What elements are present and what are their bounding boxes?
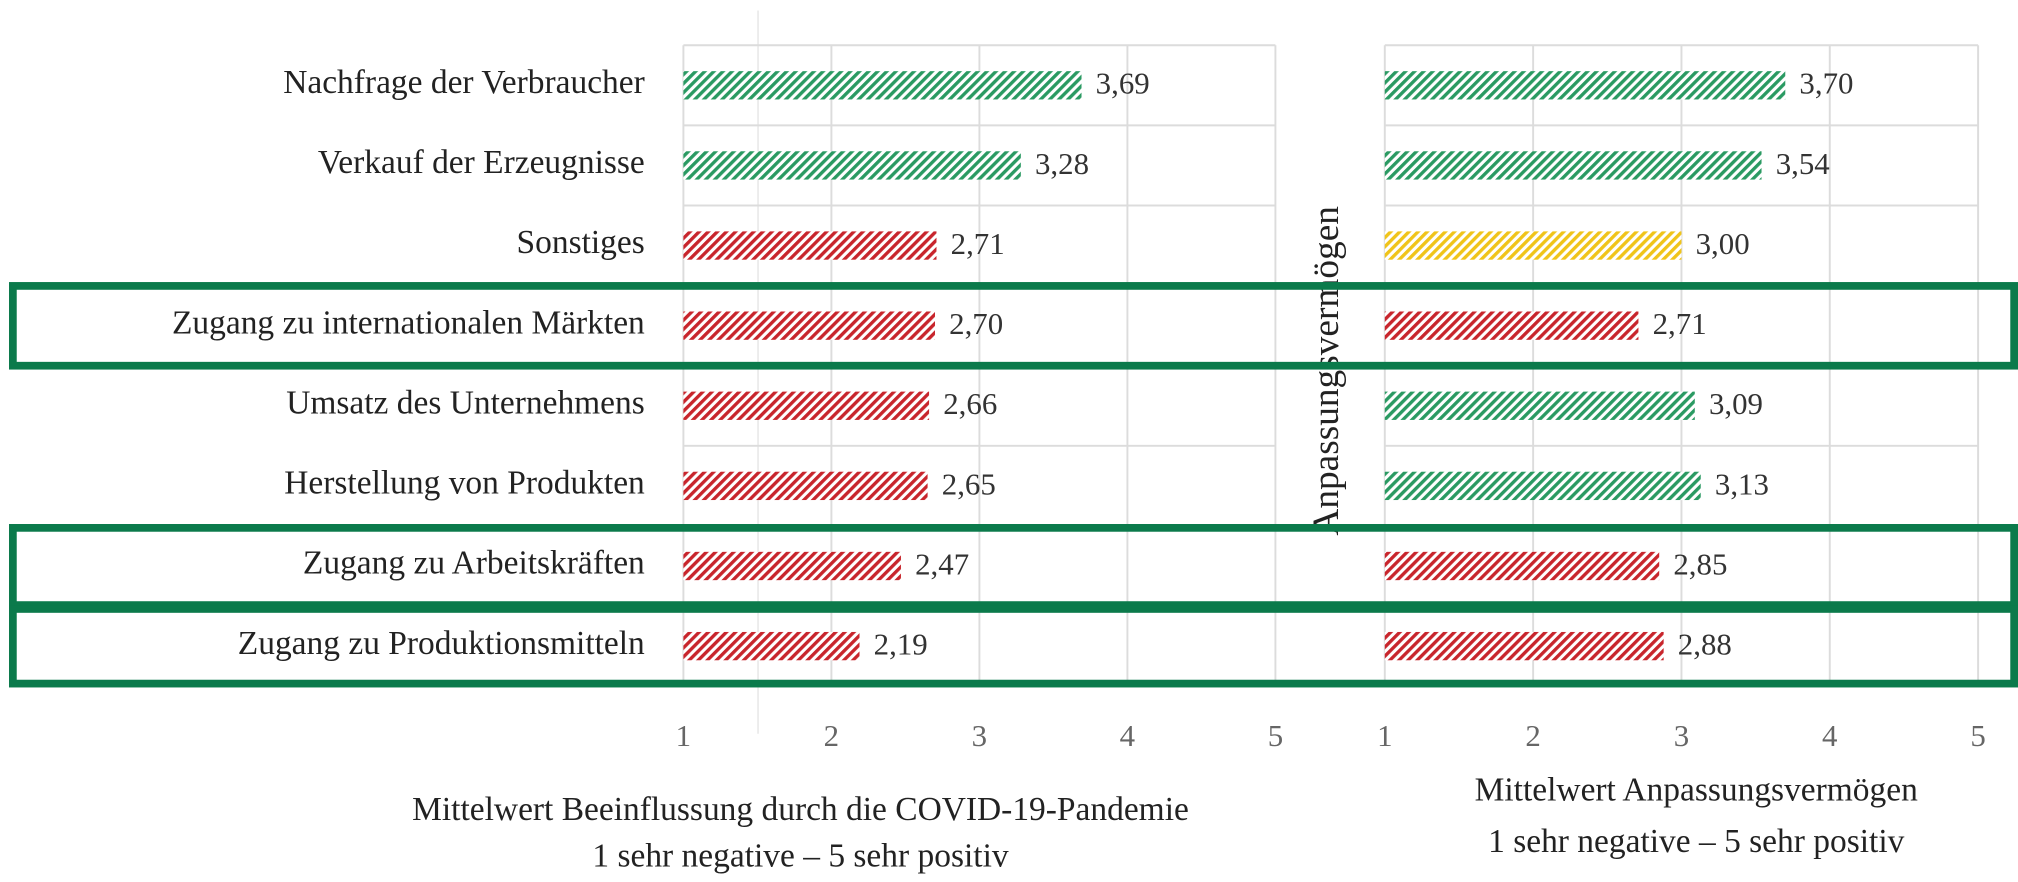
value-label: 3,70 bbox=[1799, 66, 1853, 101]
bar bbox=[1384, 471, 1701, 501]
category-label: Herstellung von Produkten bbox=[284, 465, 645, 502]
value-label: 3,09 bbox=[1709, 386, 1763, 421]
category-label: Verkauf der Erzeugnisse bbox=[318, 144, 645, 181]
value-label: 2,71 bbox=[1653, 306, 1707, 341]
bar bbox=[1384, 631, 1664, 661]
highlight-box bbox=[9, 282, 2018, 370]
x-tick-label: 5 bbox=[1268, 718, 1283, 753]
bar bbox=[683, 471, 928, 501]
value-label: 2,88 bbox=[1678, 626, 1732, 661]
bar bbox=[683, 151, 1021, 180]
bar bbox=[683, 231, 937, 260]
bar bbox=[683, 311, 935, 340]
y-axis-label: Anpassungsvermögen bbox=[1306, 206, 1347, 536]
x-tick-label: 4 bbox=[1822, 718, 1837, 753]
category-label: Nachfrage der Verbraucher bbox=[283, 64, 645, 101]
value-label: 2,85 bbox=[1673, 546, 1727, 581]
category-label: Umsatz des Unternehmens bbox=[286, 384, 645, 421]
x-tick-label: 3 bbox=[972, 718, 987, 753]
value-label: 2,65 bbox=[942, 466, 996, 501]
bar bbox=[1384, 391, 1695, 420]
bar bbox=[1384, 551, 1660, 581]
bar bbox=[1384, 151, 1762, 180]
bar bbox=[1384, 311, 1639, 340]
x-axis-label: Mittelwert Anpassungsvermögen bbox=[1475, 772, 1918, 809]
bar bbox=[1384, 231, 1682, 260]
bar bbox=[1384, 71, 1786, 100]
value-label: 3,13 bbox=[1715, 466, 1769, 501]
x-tick-label: 1 bbox=[676, 718, 691, 753]
x-tick-label: 2 bbox=[1525, 718, 1540, 753]
x-tick-label: 1 bbox=[1377, 718, 1392, 753]
value-label: 3,28 bbox=[1035, 146, 1089, 181]
bar bbox=[683, 391, 930, 420]
category-label: Zugang zu Arbeitskräften bbox=[303, 545, 645, 582]
x-tick-label: 2 bbox=[824, 718, 839, 753]
x-tick-label: 4 bbox=[1120, 718, 1135, 753]
x-tick-label: 3 bbox=[1674, 718, 1689, 753]
highlight-box bbox=[9, 605, 2018, 688]
value-label: 2,66 bbox=[943, 386, 997, 421]
plots: 1 2 3 4 5 Nachfrage der Verbraucher 3,69 Verkau… bbox=[172, 44, 1986, 874]
bar bbox=[683, 631, 860, 661]
value-label: 2,19 bbox=[874, 626, 928, 661]
value-label: 2,71 bbox=[951, 226, 1005, 261]
value-label: 2,47 bbox=[915, 546, 969, 581]
x-tick-label: 5 bbox=[1970, 718, 1985, 753]
value-label: 2,70 bbox=[949, 306, 1003, 341]
category-label: Zugang zu Produktionsmitteln bbox=[238, 625, 645, 662]
value-label: 3,00 bbox=[1696, 226, 1750, 261]
x-axis-label: 1 sehr negative – 5 sehr positiv bbox=[1488, 823, 1904, 860]
bar bbox=[683, 71, 1082, 100]
category-label: Zugang zu internationalen Märkten bbox=[172, 304, 645, 341]
category-label: Sonstiges bbox=[517, 224, 645, 261]
value-label: 3,54 bbox=[1776, 146, 1830, 181]
value-label: 3,69 bbox=[1096, 66, 1150, 101]
x-axis-label: 1 sehr negative – 5 sehr positiv bbox=[592, 837, 1008, 874]
x-axis-label: Mittelwert Beeinflussung durch die COVID… bbox=[412, 791, 1189, 828]
bar bbox=[683, 551, 901, 581]
